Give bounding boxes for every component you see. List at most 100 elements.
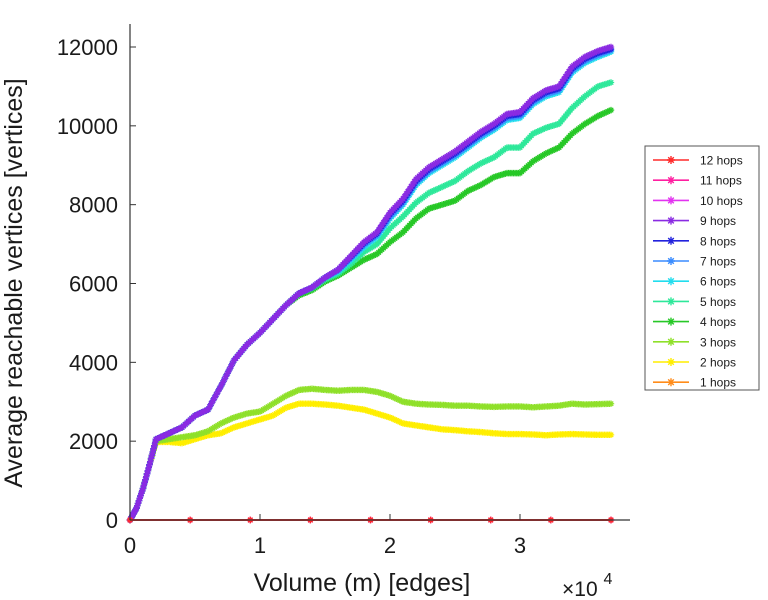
data-point-marker <box>216 385 223 393</box>
legend: 12 hops 11 hops 10 hops 9 hops 8 hops 7 hops 6… <box>644 145 760 391</box>
data-point-marker <box>139 485 147 492</box>
x-tick-label: 0 <box>124 533 136 558</box>
legend-item: 5 hops <box>653 295 736 309</box>
legend-swatch-marker <box>667 196 675 205</box>
series-layer <box>126 43 615 524</box>
data-point-marker <box>225 366 233 374</box>
x-axis-label: Volume (m) [edges] <box>254 569 471 597</box>
series-line <box>129 49 612 521</box>
legend-swatch-marker <box>667 358 675 366</box>
legend-item: 6 hops <box>653 275 736 289</box>
legend-swatch-marker <box>667 156 675 164</box>
data-point-marker <box>133 504 140 512</box>
legend-swatch-marker <box>667 378 675 387</box>
data-point-marker <box>147 455 155 462</box>
data-point-marker <box>204 406 212 413</box>
legend-label: 6 hops <box>700 275 736 289</box>
data-point-marker <box>217 382 225 390</box>
series-line <box>129 50 612 521</box>
data-point-marker <box>143 470 151 477</box>
legend-label: 12 hops <box>700 154 743 168</box>
data-point-marker <box>151 442 158 449</box>
data-point-marker <box>138 487 146 495</box>
series-line <box>129 109 612 521</box>
legend-swatch-marker <box>667 216 675 225</box>
legend-label: 9 hops <box>700 214 736 228</box>
data-point-marker <box>137 492 144 500</box>
y-tick-label: 0 <box>106 508 118 533</box>
data-point-marker <box>607 431 615 439</box>
data-point-marker <box>148 452 156 459</box>
x-axis-multiplier: ×10 4 <box>562 571 612 600</box>
legend-label: 2 hops <box>700 356 736 370</box>
data-point-marker <box>147 458 154 465</box>
x-tick-label: 3 <box>514 533 526 558</box>
data-point-marker <box>607 43 615 51</box>
legend-label: 4 hops <box>700 315 736 329</box>
legend-swatch-marker <box>667 337 675 346</box>
series-9-hops <box>126 43 615 524</box>
data-point-marker <box>221 376 228 383</box>
data-point-marker <box>141 479 148 486</box>
data-point-marker <box>146 461 153 469</box>
data-point-marker <box>224 369 231 377</box>
legend-item: 10 hops <box>653 194 743 208</box>
legend-label: 1 hops <box>700 376 736 390</box>
data-point-marker <box>145 464 152 471</box>
legend-swatch-marker <box>667 277 675 286</box>
data-point-marker <box>222 373 230 380</box>
series-line <box>129 48 612 521</box>
legend-item: 2 hops <box>653 356 736 370</box>
series-line <box>129 81 612 521</box>
series-7-hops <box>126 46 615 524</box>
x-tick-label: 1 <box>254 533 266 558</box>
series-5-hops <box>126 79 615 524</box>
series-6-hops <box>126 48 615 524</box>
series-8-hops <box>126 45 615 524</box>
legend-label: 10 hops <box>700 194 743 208</box>
y-tick-label: 8000 <box>69 193 118 218</box>
legend-item: 9 hops <box>653 214 736 228</box>
legend-item: 8 hops <box>653 234 736 248</box>
data-point-marker <box>209 397 217 404</box>
legend-label: 3 hops <box>700 335 736 349</box>
y-tick-label: 2000 <box>69 429 118 454</box>
data-point-marker <box>144 467 152 474</box>
legend-swatch-marker <box>667 317 675 326</box>
data-point-marker <box>607 106 615 114</box>
data-point-marker <box>607 79 615 86</box>
axes: 0 1 2 3 0 2000 4000 6000 8000 10000 12000 <box>57 24 630 558</box>
data-point-marker <box>134 502 141 509</box>
series-line <box>129 46 612 521</box>
legend-swatch-marker <box>667 236 675 245</box>
data-point-marker <box>136 495 143 502</box>
legend-swatch-marker <box>667 297 675 306</box>
y-tick-label: 4000 <box>69 350 118 375</box>
data-point-marker <box>607 400 615 407</box>
series-4-hops <box>126 106 615 524</box>
legend-item: 1 hops <box>653 376 736 390</box>
series-line <box>129 402 611 521</box>
legend-item: 7 hops <box>653 255 736 269</box>
data-point-marker <box>135 497 143 504</box>
data-point-marker <box>150 445 157 453</box>
legend-label: 7 hops <box>700 255 736 269</box>
x-multiplier-base: ×10 <box>562 578 598 600</box>
data-point-marker <box>143 473 150 480</box>
legend-item: 11 hops <box>653 174 742 188</box>
x-multiplier-exponent: 4 <box>603 571 612 588</box>
x-tick-label: 2 <box>384 533 396 558</box>
legend-swatch-marker <box>667 257 675 265</box>
data-point-marker <box>227 363 234 370</box>
legend-label: 8 hops <box>700 234 736 248</box>
data-point-marker <box>206 403 213 410</box>
y-axis-label: Average reachable vertices [vertices] <box>0 78 28 487</box>
series-2-hops <box>126 400 615 524</box>
data-point-marker <box>208 400 215 407</box>
legend-item: 12 hops <box>653 154 743 168</box>
y-tick-label: 10000 <box>57 114 118 139</box>
data-point-marker <box>212 391 220 399</box>
data-point-marker <box>229 360 236 367</box>
data-point-marker <box>134 500 142 507</box>
